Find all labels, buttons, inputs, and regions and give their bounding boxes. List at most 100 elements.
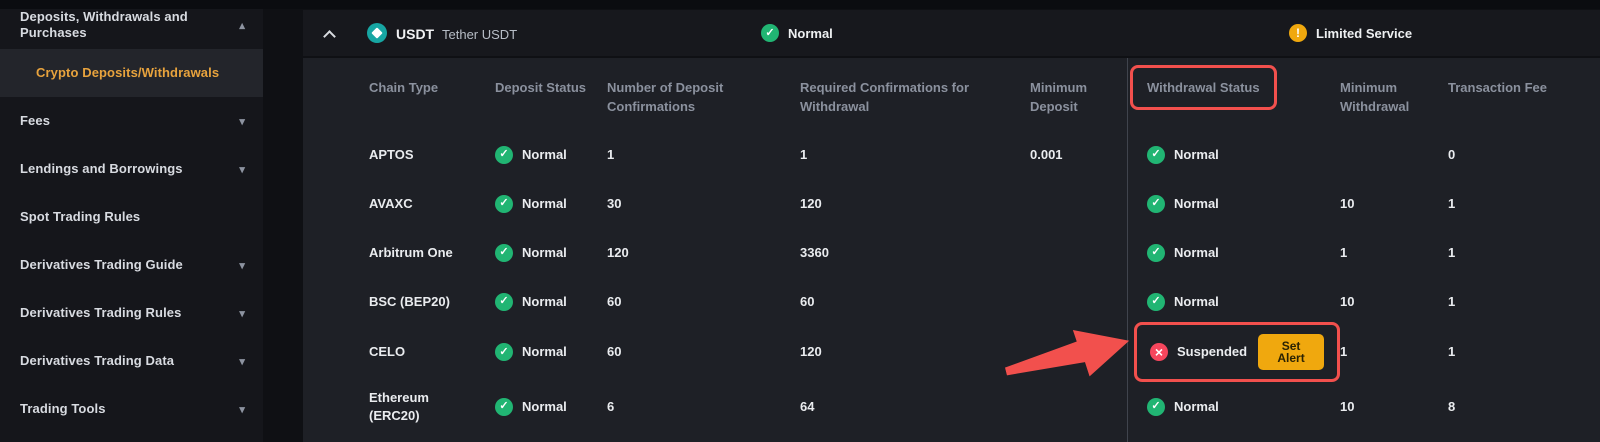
minimum-withdrawal-cell: 1 (1340, 344, 1348, 359)
chevron-down-icon: ▾ (239, 307, 245, 320)
withdrawal-status-label: Normal (1174, 195, 1219, 211)
table-header-row: Chain Type Deposit Status Number of Depo… (303, 58, 1600, 130)
transaction-fee-cell: 1 (1448, 195, 1456, 211)
deposit-status-label: Normal (522, 244, 567, 260)
sidebar-item-deposits-withdrawals-purchases[interactable]: Deposits, Withdrawals and Purchases ▴ (0, 1, 263, 49)
check-circle-icon: ✓ (761, 24, 779, 42)
deposit-status-cell: ✓ Normal (495, 343, 607, 361)
sidebar-item-label: Trading Tools (20, 401, 106, 416)
annotation-box-withdrawal-status-header: Withdrawal Status (1130, 65, 1277, 110)
check-circle-icon: ✓ (1147, 145, 1165, 164)
transaction-fee-cell: 1 (1448, 344, 1456, 359)
chain-type-cell: BSC (BEP20) (369, 293, 495, 311)
overall-withdrawal-status: ! Limited Service (1289, 24, 1412, 42)
deposit-status-cell: ✓ Normal (495, 145, 607, 164)
sidebar-item-spot-trading-rules[interactable]: Spot Trading Rules (0, 193, 263, 241)
minimum-deposit-cell: 0.001 (1030, 146, 1063, 162)
confirmations-cell: 120 (607, 244, 629, 260)
withdrawal-status-label: Normal (1174, 293, 1219, 309)
transaction-fee-cell: 1 (1448, 293, 1456, 309)
exclamation-circle-icon: ! (1289, 24, 1307, 42)
chevron-down-icon: ▾ (239, 115, 245, 128)
col-header-required-confirmations: Required Confirmations for Withdrawal (800, 80, 970, 114)
overall-deposit-status: ✓ Normal (761, 24, 833, 42)
chain-type-cell: CELO (369, 343, 495, 361)
sidebar-item-derivatives-trading-data[interactable]: Derivatives Trading Data ▾ (0, 337, 263, 385)
sidebar-item-label: Spot Trading Rules (20, 209, 141, 224)
confirmations-cell: 60 (607, 344, 622, 359)
required-confirmations-cell: 120 (800, 344, 822, 359)
check-circle-icon: ✓ (495, 194, 513, 213)
transaction-fee-cell: 8 (1448, 398, 1456, 414)
chain-name: BSC (BEP20) (369, 293, 450, 309)
withdrawal-status-label: Normal (1174, 244, 1219, 260)
annotation-box-suspended-row: × Suspended Set Alert (1134, 322, 1340, 382)
col-header-transaction-fee: Transaction Fee (1448, 80, 1547, 95)
chevron-down-icon: ▾ (239, 355, 245, 368)
coin-accordion-header[interactable]: USDT Tether USDT ✓ Normal ! Limited Serv… (303, 10, 1600, 56)
col-header-chain-type: Chain Type (369, 80, 439, 95)
deposit-status-label: Normal (522, 195, 567, 211)
col-header-minimum-withdrawal: Minimum Withdrawal (1340, 80, 1410, 114)
confirmations-cell: 6 (607, 398, 615, 414)
table-row-bsc-bep20: BSC (BEP20) ✓ Normal 60 60 ✓ Normal 10 1 (303, 277, 1600, 326)
deposit-status-cell: ✓ Normal (495, 397, 607, 416)
table-row-aptos: APTOS ✓ Normal 1 1 0.001 ✓ Normal 0 (303, 130, 1600, 179)
deposit-status-label: Normal (522, 146, 567, 162)
sidebar-item-label: Fees (20, 113, 51, 128)
withdrawal-status-cell: ✓ Normal (1127, 243, 1340, 262)
confirmations-cell: 30 (607, 195, 622, 211)
sidebar-item-derivatives-trading-rules[interactable]: Derivatives Trading Rules ▾ (0, 289, 263, 337)
check-circle-icon: ✓ (1147, 397, 1165, 416)
chevron-down-icon: ▾ (239, 163, 245, 176)
withdrawal-status-label: Suspended (1177, 344, 1248, 359)
col-header-deposit-status: Deposit Status (495, 80, 587, 95)
overall-deposit-status-label: Normal (788, 25, 833, 41)
chain-type-cell: AVAXC (369, 195, 495, 213)
sidebar-item-label-active: Crypto Deposits/Withdrawals (36, 65, 220, 80)
chain-table-panel: Chain Type Deposit Status Number of Depo… (303, 58, 1600, 442)
check-circle-icon: ✓ (495, 292, 513, 311)
sidebar-item-trading-tools[interactable]: Trading Tools ▾ (0, 385, 263, 433)
table-row-arbitrum-one: Arbitrum One ✓ Normal 120 3360 ✓ Normal … (303, 228, 1600, 277)
check-circle-icon: ✓ (495, 343, 513, 361)
chain-type-cell: Arbitrum One (369, 244, 495, 262)
overall-withdrawal-status-label: Limited Service (1316, 25, 1413, 41)
confirmations-cell: 1 (607, 146, 615, 162)
check-circle-icon: ✓ (1147, 243, 1165, 262)
col-header-num-confirmations: Number of Deposit Confirmations (607, 80, 724, 114)
tether-coin-icon (367, 23, 387, 43)
withdrawal-status-cell-suspended: × Suspended Set Alert (1127, 322, 1340, 382)
sidebar-item-lendings-borrowings[interactable]: Lendings and Borrowings ▾ (0, 145, 263, 193)
chain-name: Arbitrum One (369, 244, 453, 260)
x-circle-icon: × (1150, 343, 1168, 361)
withdrawal-status-cell: ✓ Normal (1127, 194, 1340, 213)
required-confirmations-cell: 3360 (800, 244, 829, 260)
sidebar-item-fees[interactable]: Fees ▾ (0, 97, 263, 145)
chain-name: CELO (369, 344, 406, 359)
collapse-chevron-icon[interactable] (323, 30, 336, 43)
sidebar-item-derivatives-trading-guide[interactable]: Derivatives Trading Guide ▾ (0, 241, 263, 289)
check-circle-icon: ✓ (495, 243, 513, 262)
chevron-up-icon: ▴ (239, 19, 245, 32)
sidebar-item-label: Lendings and Borrowings (20, 161, 183, 176)
check-circle-icon: ✓ (495, 397, 513, 416)
deposit-status-cell: ✓ Normal (495, 243, 607, 262)
deposit-status-cell: ✓ Normal (495, 194, 607, 213)
minimum-withdrawal-cell: 10 (1340, 293, 1355, 309)
col-header-minimum-deposit: Minimum Deposit (1030, 80, 1088, 114)
withdrawal-status-label: Normal (1174, 398, 1219, 414)
confirmations-cell: 60 (607, 293, 622, 309)
required-confirmations-cell: 60 (800, 293, 815, 309)
chain-name: AVAXC (369, 195, 413, 211)
chain-name: Ethereum (ERC20) (369, 389, 429, 423)
check-circle-icon: ✓ (1147, 194, 1165, 213)
set-alert-button[interactable]: Set Alert (1258, 334, 1324, 370)
transaction-fee-cell: 1 (1448, 244, 1456, 260)
withdrawal-status-cell: ✓ Normal (1127, 292, 1340, 311)
withdrawal-status-label: Normal (1174, 146, 1219, 162)
sidebar-item-crypto-deposits-withdrawals[interactable]: Crypto Deposits/Withdrawals (0, 49, 263, 97)
withdrawal-status-cell: ✓ Normal (1127, 145, 1340, 164)
chevron-down-icon: ▾ (239, 403, 245, 416)
sidebar-item-label: Deposits, Withdrawals and Purchases (20, 9, 188, 40)
